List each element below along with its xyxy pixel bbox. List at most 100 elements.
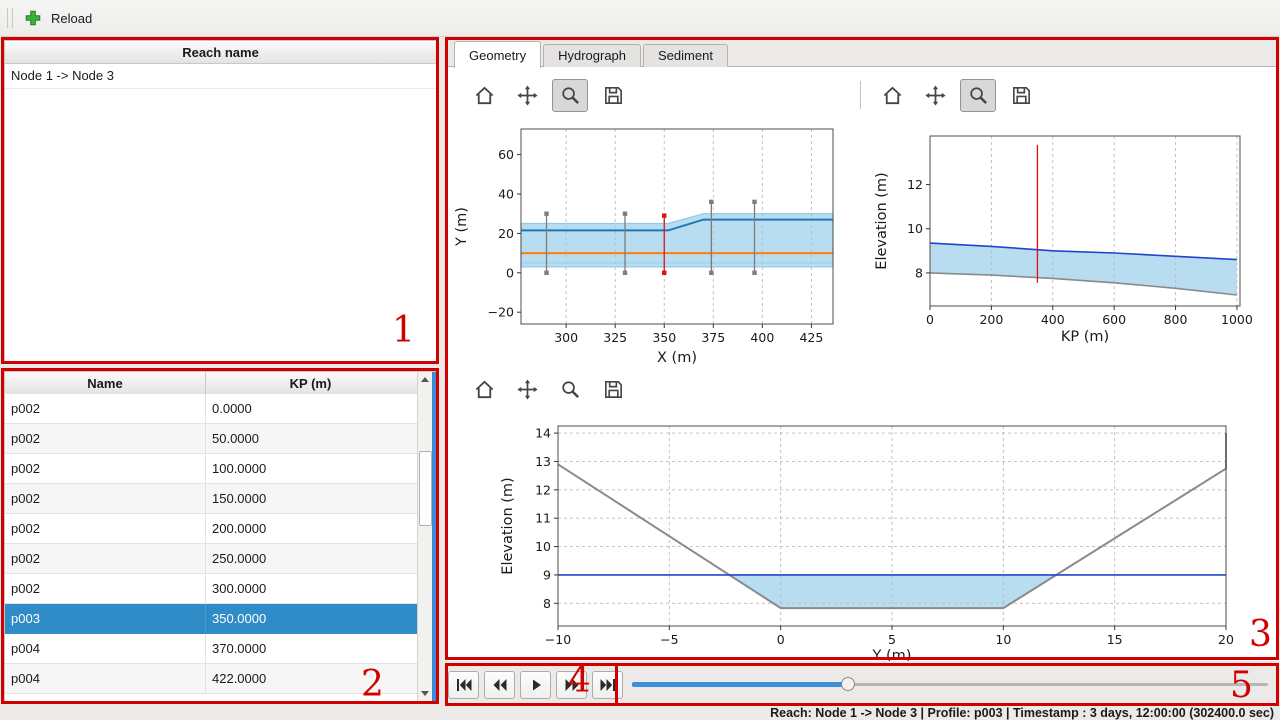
cross-section-chart[interactable]: −10 −5 0 5 10 15 20 8 9 10 11 12 13 14 Y (m) Elevation … <box>448 409 1276 661</box>
zoom-button[interactable] <box>552 373 588 406</box>
play-button[interactable] <box>520 671 551 699</box>
svg-text:Elevation (m): Elevation (m) <box>874 172 890 269</box>
svg-text:1000: 1000 <box>1221 312 1253 327</box>
table-cell: 370.0000 <box>212 641 267 656</box>
plan-view-chart[interactable]: 300 325 350 375 400 425 −20 0 20 40 60 X (m) Y (m) <box>448 117 863 367</box>
profile-table-body[interactable]: p002 0.0000 p002 50.0000 p002 100.0000 p002 150… <box>5 394 417 701</box>
pan-button[interactable] <box>509 373 545 406</box>
table-cell: 0.0000 <box>212 401 252 416</box>
tab-geometry[interactable]: Geometry <box>454 41 542 68</box>
save-button[interactable] <box>595 79 631 112</box>
cross-section-chart-toolbar <box>466 373 631 406</box>
home-button[interactable] <box>874 79 910 112</box>
svg-text:11: 11 <box>535 511 551 526</box>
table-scrollbar[interactable] <box>417 372 432 701</box>
zoom-icon <box>969 87 987 105</box>
svg-text:600: 600 <box>1102 312 1126 327</box>
reload-button[interactable]: Reload <box>16 3 100 33</box>
longitudinal-profile-chart[interactable]: 0 200 400 600 800 1000 8 10 12 KP (m) Elevation (m… <box>868 117 1278 367</box>
table-row[interactable]: p002 100.0000 <box>5 454 417 484</box>
geometry-view-panel: Geometry Hydrograph Sediment <box>446 40 1278 661</box>
svg-text:300: 300 <box>554 330 578 345</box>
toolbar-grip[interactable] <box>7 8 13 28</box>
svg-text:12: 12 <box>535 482 551 497</box>
table-row[interactable]: p002 50.0000 <box>5 424 417 454</box>
table-row[interactable]: p004 370.0000 <box>5 634 417 664</box>
play-icon <box>532 679 541 691</box>
profile-table-panel: Name KP (m) p002 0.0000 p002 50.0000 p002 100… <box>4 371 437 702</box>
svg-text:0: 0 <box>926 312 934 327</box>
time-slider[interactable] <box>632 676 1268 692</box>
scrollbar-down-button[interactable] <box>418 686 432 701</box>
table-row[interactable]: p003 350.0000 <box>5 604 417 634</box>
pan-button[interactable] <box>917 79 953 112</box>
save-button[interactable] <box>1003 79 1039 112</box>
pan-button[interactable] <box>509 79 545 112</box>
home-button[interactable] <box>466 79 502 112</box>
scrollbar-thumb[interactable] <box>419 451 432 526</box>
tab-hydrograph[interactable]: Hydrograph <box>543 44 642 67</box>
playback-bar <box>446 662 1278 706</box>
home-button[interactable] <box>466 373 502 406</box>
table-cell: p002 <box>5 574 206 603</box>
reach-list-panel: Reach name Node 1 -> Node 3 <box>4 40 437 362</box>
table-row[interactable]: p002 150.0000 <box>5 484 417 514</box>
table-row[interactable]: p002 300.0000 <box>5 574 417 604</box>
scrollbar-up-button[interactable] <box>418 372 432 387</box>
table-row[interactable]: p002 200.0000 <box>5 514 417 544</box>
pan-icon <box>516 379 538 400</box>
table-cell: p002 <box>5 544 206 573</box>
svg-text:20: 20 <box>1218 632 1234 647</box>
table-cell: 250.0000 <box>212 551 267 566</box>
svg-text:Y (m): Y (m) <box>872 648 912 661</box>
svg-text:12: 12 <box>907 177 923 192</box>
tab-sediment[interactable]: Sediment <box>643 44 728 67</box>
panel-scroll-indicator[interactable] <box>432 372 436 701</box>
svg-text:14: 14 <box>535 426 551 441</box>
svg-text:5: 5 <box>888 632 896 647</box>
playback-controls <box>448 671 623 699</box>
skip-to-start-icon <box>456 679 471 691</box>
skip-to-start-button[interactable] <box>448 671 479 699</box>
table-row[interactable]: p002 250.0000 <box>5 544 417 574</box>
skip-to-end-icon <box>600 679 615 691</box>
svg-text:400: 400 <box>1041 312 1065 327</box>
table-cell: p002 <box>5 454 206 483</box>
skip-to-end-button[interactable] <box>592 671 623 699</box>
reload-label: Reload <box>51 10 93 26</box>
fast-forward-button[interactable] <box>556 671 587 699</box>
reach-list[interactable]: Node 1 -> Node 3 <box>5 64 436 89</box>
geometry-tab-pane: 300 325 350 375 400 425 −20 0 20 40 60 X (m) Y (m) 0… <box>446 66 1278 661</box>
table-cell: p002 <box>5 514 206 543</box>
table-row[interactable]: p004 422.0000 <box>5 664 417 694</box>
save-icon <box>604 381 622 398</box>
pan-icon <box>924 85 946 106</box>
tab-bar[interactable]: Geometry Hydrograph Sediment <box>454 40 730 68</box>
column-header-kp[interactable]: KP (m) <box>289 375 332 391</box>
zoom-button[interactable] <box>552 79 588 112</box>
table-row[interactable]: p002 0.0000 <box>5 394 417 424</box>
zoom-button[interactable] <box>960 79 996 112</box>
slider-handle[interactable] <box>841 677 856 691</box>
svg-text:15: 15 <box>1107 632 1123 647</box>
column-header-name[interactable]: Name <box>5 372 206 394</box>
table-cell: p004 <box>5 664 206 693</box>
status-text: Reach: Node 1 -> Node 3 | Profile: p003 … <box>770 706 1274 720</box>
save-button[interactable] <box>595 373 631 406</box>
reload-plus-icon <box>25 10 41 26</box>
table-cell: p003 <box>5 604 206 633</box>
svg-text:−5: −5 <box>660 632 678 647</box>
save-icon <box>1012 87 1030 104</box>
svg-text:60: 60 <box>498 147 514 162</box>
save-icon <box>604 87 622 104</box>
svg-text:375: 375 <box>701 330 725 345</box>
toolbar-separator <box>860 81 861 109</box>
rewind-button[interactable] <box>484 671 515 699</box>
svg-text:0: 0 <box>777 632 785 647</box>
reach-list-item[interactable]: Node 1 -> Node 3 <box>5 64 436 89</box>
slider-groove[interactable] <box>632 683 1268 686</box>
table-cell: 350.0000 <box>212 611 267 626</box>
home-icon <box>475 380 493 399</box>
pan-icon <box>516 85 538 106</box>
svg-text:200: 200 <box>979 312 1003 327</box>
